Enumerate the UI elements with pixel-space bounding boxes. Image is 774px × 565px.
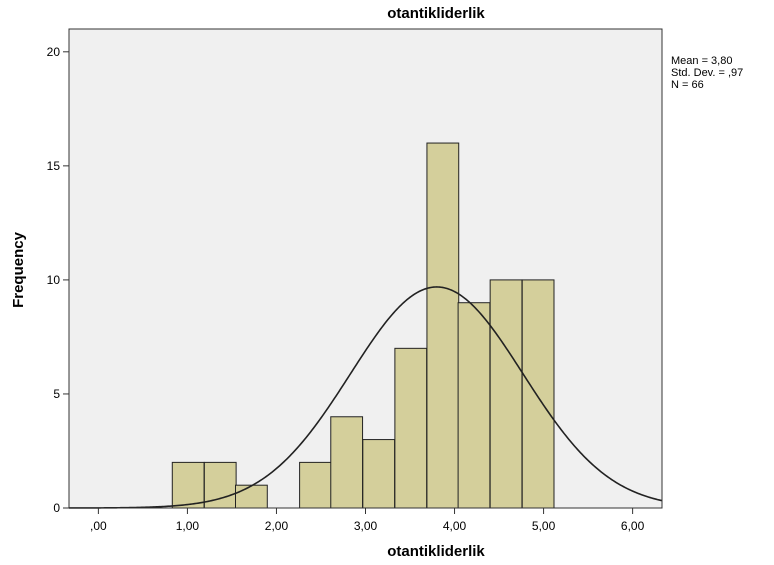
histogram-bar-4 — [330, 416, 364, 509]
histogram-bar-0 — [171, 461, 205, 509]
y-axis: 0 5 10 15 20 — [47, 45, 69, 515]
y-tick-label: 15 — [47, 159, 61, 173]
y-tick-label: 20 — [47, 45, 61, 59]
histogram-bar-2 — [235, 484, 268, 509]
histogram-bar-6 — [394, 347, 428, 509]
x-tick-label: ,00 — [90, 519, 107, 533]
x-tick-label: 5,00 — [532, 519, 556, 533]
histogram-bar-9 — [489, 279, 523, 509]
normal-curve — [69, 286, 663, 509]
x-tick-label: 1,00 — [176, 519, 200, 533]
stats-n: N = 66 — [671, 79, 704, 91]
histogram-bar-8 — [457, 302, 491, 509]
x-tick-label: 6,00 — [621, 519, 645, 533]
histogram-bar-5 — [362, 439, 396, 509]
stats-mean: Mean = 3,80 — [671, 55, 732, 67]
y-tick-label: 5 — [53, 387, 60, 401]
stats-box: Mean = 3,80 Std. Dev. = ,97 N = 66 — [671, 55, 743, 91]
y-axis-label: Frequency — [10, 231, 27, 308]
x-axis: ,00 1,00 2,00 3,00 4,00 5,00 6,00 — [90, 508, 645, 533]
x-tick-label: 4,00 — [443, 519, 467, 533]
plot-area — [69, 29, 662, 508]
chart-title: otantikliderlik — [387, 5, 485, 22]
y-tick-label: 10 — [47, 273, 61, 287]
stats-std-dev: Std. Dev. = ,97 — [671, 67, 743, 79]
y-tick-label: 0 — [53, 501, 60, 515]
x-axis-label: otantikliderlik — [387, 543, 485, 560]
x-tick-label: 2,00 — [265, 519, 289, 533]
x-tick-label: 3,00 — [354, 519, 378, 533]
histogram-bar-10 — [521, 279, 555, 509]
histogram-bar-7 — [426, 142, 460, 509]
histogram-bar-3 — [299, 461, 332, 509]
